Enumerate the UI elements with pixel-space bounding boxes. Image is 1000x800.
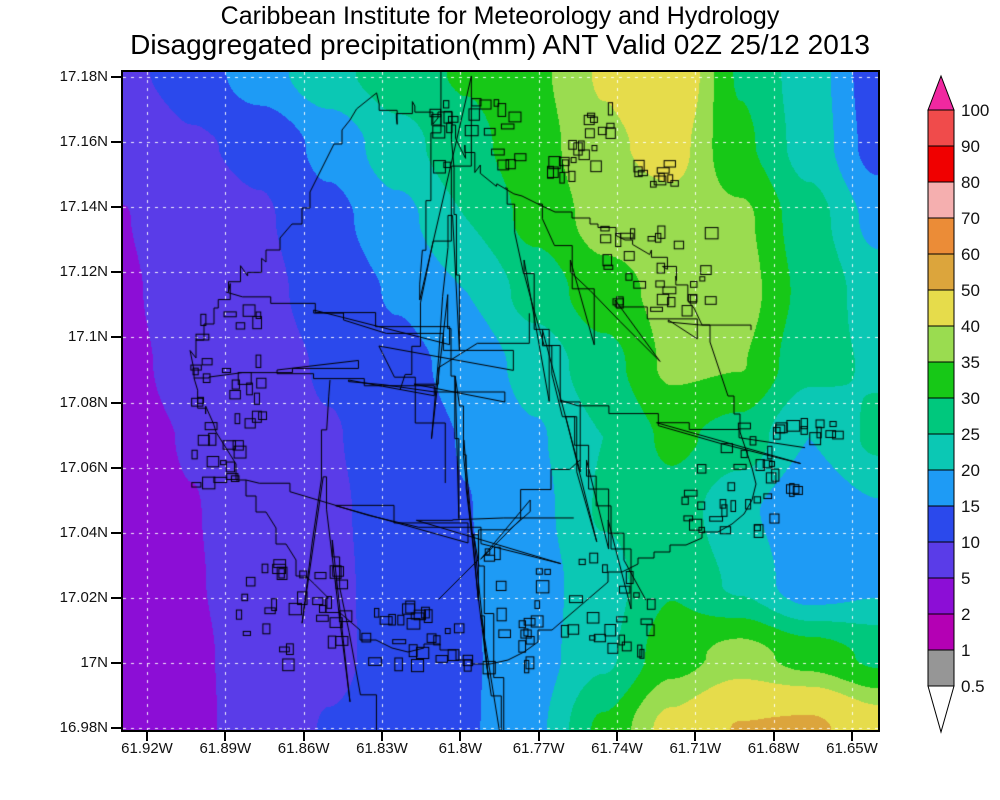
colorbar-segment	[927, 361, 955, 399]
colorbar-segment	[927, 505, 955, 543]
lat-tick-label: 16.98N	[59, 719, 108, 736]
lon-tick-label: 61.89W	[199, 740, 252, 757]
lon-tick-mark	[850, 731, 853, 741]
colorbar-tick-label: 90	[961, 137, 980, 156]
colorbar-tick-label: 50	[961, 281, 980, 300]
colorbar-segment	[927, 397, 955, 435]
figure-title-valid-time: Disaggregated precipitation(mm) ANT Vali…	[130, 29, 870, 60]
lat-tick-mark	[111, 466, 122, 469]
lat-tick-label: 17.14N	[59, 198, 108, 216]
lon-tick-label: 61.68W	[747, 740, 800, 757]
colorbar-tick-label: 30	[961, 389, 980, 408]
figure-title-organization: Caribbean Institute for Meteorology and …	[220, 2, 780, 30]
lon-tick-label: 61.8W	[438, 740, 482, 757]
colorbar-tick-label: 2	[961, 605, 970, 624]
lat-tick-mark	[111, 727, 122, 729]
lat-tick-mark	[111, 661, 122, 664]
lon-tick-mark	[224, 731, 227, 741]
colorbar-tick-label: 15	[961, 497, 980, 516]
lon-tick-mark	[380, 731, 383, 741]
colorbar-segment	[927, 145, 955, 183]
lat-tick-mark	[111, 596, 122, 599]
lat-tick-mark	[111, 76, 122, 78]
lon-tick-label: 61.83W	[356, 740, 408, 757]
lat-tick-label: 17.1N	[67, 328, 108, 346]
colorbar-tick-label: 35	[961, 353, 980, 372]
lat-tick-label: 17.16N	[59, 133, 108, 151]
colorbar-tick-label: 40	[961, 317, 980, 336]
colorbar-tick-label: 10	[961, 533, 980, 552]
colorbar-tick-label: 70	[961, 209, 980, 228]
lon-tick-label: 61.71W	[669, 740, 722, 757]
lon-tick-label: 61.77W	[512, 740, 565, 757]
lat-tick-mark	[111, 401, 122, 404]
colorbar-tick-label: 1	[961, 641, 970, 660]
colorbar-tick-label: 100	[961, 101, 989, 120]
lat-tick-label: 17N	[80, 653, 108, 671]
lat-tick-mark	[111, 336, 122, 339]
colorbar-segment	[927, 217, 955, 255]
lon-tick-mark	[694, 731, 697, 741]
lon-tick-mark	[459, 731, 462, 741]
lat-tick-label: 17.12N	[59, 263, 108, 281]
colorbar-segment	[927, 181, 955, 219]
lon-tick-mark	[537, 731, 540, 741]
colorbar-segment	[927, 541, 955, 579]
colorbar-tick-label: 60	[961, 245, 980, 264]
colorbar-segment	[927, 613, 955, 651]
lon-tick-mark	[772, 731, 775, 741]
lat-tick-mark	[111, 531, 122, 534]
colorbar-tick-label: 5	[961, 569, 970, 588]
plot-frame	[121, 70, 880, 732]
lat-tick-mark	[111, 271, 122, 274]
lat-tick-label: 17.02N	[59, 588, 108, 606]
lon-tick-label: 61.74W	[591, 740, 643, 757]
colorbar-segment	[927, 253, 955, 291]
precipitation-field-canvas	[123, 72, 878, 730]
lat-tick-mark	[111, 206, 122, 209]
lat-tick-mark	[111, 141, 122, 144]
lon-tick-label: 61.65W	[826, 740, 878, 757]
lat-tick-label: 17.04N	[59, 523, 108, 541]
lon-tick-mark	[615, 731, 618, 741]
lon-tick-mark	[146, 731, 148, 741]
colorbar-segment	[927, 577, 955, 615]
lon-tick-label: 61.92W	[121, 740, 173, 757]
colorbar-segment	[927, 433, 955, 471]
colorbar: 100 90 80 70 60 50 40 35 30 25 20 15 10 5 2 1 0.5	[927, 74, 989, 734]
lon-tick-label: 61.86W	[277, 740, 330, 757]
colorbar-segment	[927, 325, 955, 363]
colorbar-under-arrow	[927, 685, 955, 734]
colorbar-segment	[927, 469, 955, 507]
lat-tick-label: 17.08N	[59, 393, 108, 411]
colorbar-tick-label: 20	[961, 461, 980, 480]
colorbar-over-arrow	[927, 74, 955, 111]
colorbar-segment	[927, 109, 955, 147]
colorbar-tick-label: 80	[961, 173, 980, 192]
lat-tick-label: 17.06N	[59, 458, 108, 476]
lat-tick-label: 17.18N	[59, 68, 108, 85]
colorbar-segment	[927, 649, 955, 687]
colorbar-tick-label: 25	[961, 425, 980, 444]
lon-tick-mark	[302, 731, 305, 741]
colorbar-segment	[927, 289, 955, 327]
colorbar-tick-label: 0.5	[961, 677, 985, 696]
